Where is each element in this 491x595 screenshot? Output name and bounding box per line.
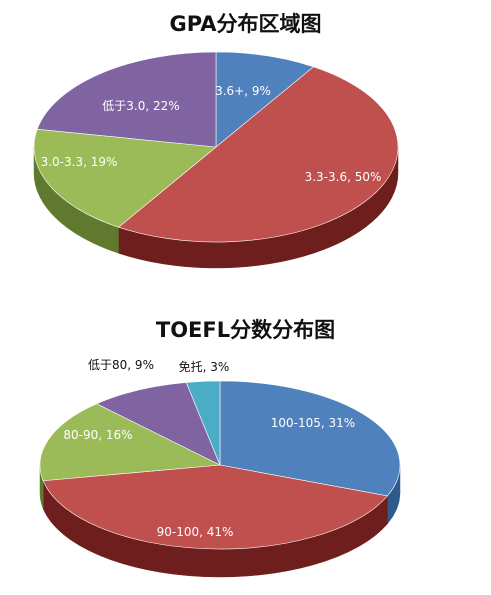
- gpa-chart-title: GPA分布区域图: [169, 12, 322, 36]
- toefl-pie-top: [39, 380, 401, 550]
- gpa-slice-3-0: [36, 51, 217, 148]
- toefl-slice-100-105: [219, 380, 401, 497]
- toefl-slice-90-100: [42, 464, 388, 550]
- toefl-slice-80-90: [39, 403, 222, 482]
- gpa-label-3-0-3-3: 3.0-3.3, 19%: [41, 155, 118, 169]
- toefl-data-labels: 100-105, 31% 90-100, 41% 80-90, 16% 低于80, 9…: [63, 358, 355, 539]
- gpa-pie-top: [33, 51, 398, 243]
- toefl-slice-80: [96, 382, 221, 466]
- toefl-label-80: 低于80, 9%: [88, 358, 154, 372]
- gpa-label-3-3-3-6: 3.3-3.6, 50%: [305, 170, 382, 184]
- toefl-label-90-100: 90-100, 41%: [157, 525, 234, 539]
- gpa-slice-3-3-3-6: [117, 66, 398, 243]
- toefl-chart-title: TOEFL分数分布图: [155, 318, 336, 342]
- gpa-label-3-0: 低于3.0, 22%: [102, 99, 179, 113]
- toefl-pie-chart: 100-105, 31% 90-100, 41% 80-90, 16% 低于80, 9…: [39, 358, 401, 578]
- toefl-label-slice: 免托, 3%: [179, 359, 230, 374]
- toefl-label-80-90: 80-90, 16%: [63, 428, 132, 442]
- gpa-data-labels: 3.6+, 9% 3.3-3.6, 50% 3.0-3.3, 19% 低于3.0, 2…: [41, 84, 382, 184]
- toefl-slice-slice: [185, 380, 221, 466]
- gpa-label-3-6: 3.6+, 9%: [215, 84, 271, 98]
- gpa-pie-chart: 3.6+, 9% 3.3-3.6, 50% 3.0-3.3, 19% 低于3.0, 2…: [33, 51, 399, 269]
- gpa-slice-3-6: [215, 51, 315, 148]
- gpa-slice-3-0-3-3: [33, 128, 217, 228]
- toefl-label-100-105: 100-105, 31%: [271, 416, 355, 430]
